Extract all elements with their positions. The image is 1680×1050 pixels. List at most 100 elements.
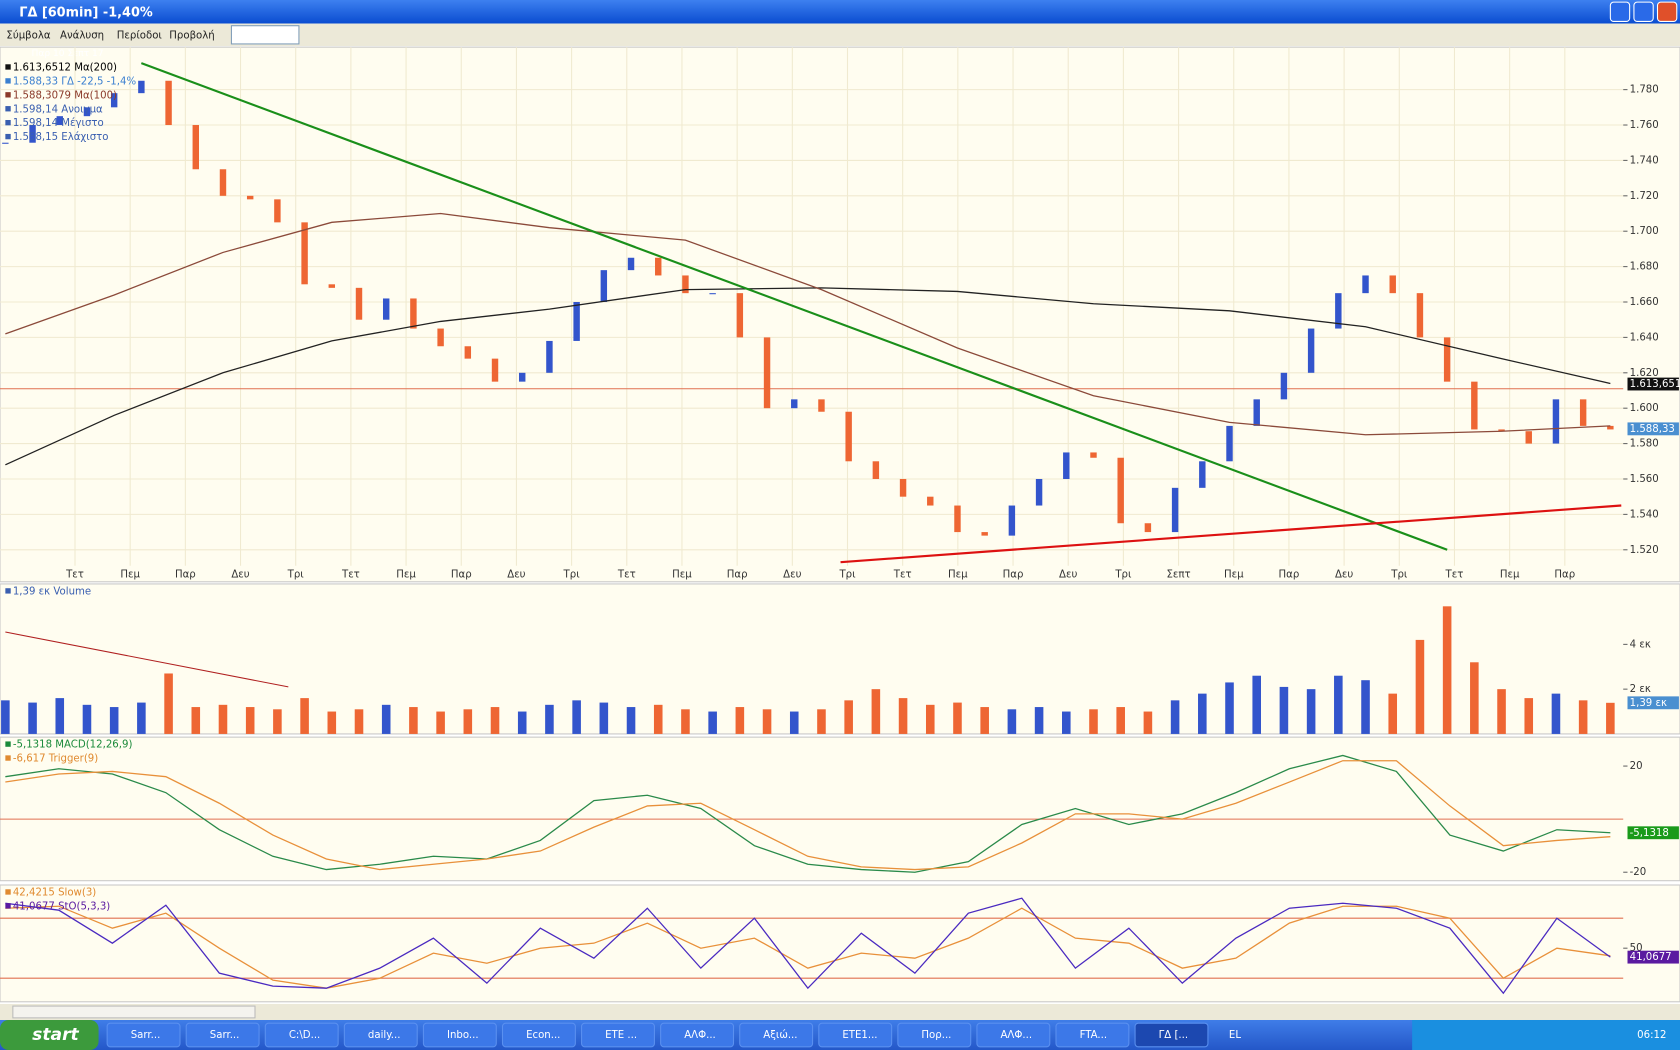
candle	[1525, 431, 1532, 444]
candle	[1389, 275, 1396, 294]
menu-item[interactable]: Σύμβολα	[6, 29, 50, 41]
task-label[interactable]: ETE1...	[842, 1030, 877, 1041]
value-tag	[1627, 422, 1679, 436]
start-button[interactable]	[0, 1020, 99, 1050]
y-tick-label: 1.620	[1630, 368, 1659, 379]
value-tag-label: -5,1318	[1630, 828, 1669, 839]
volume-bar	[354, 709, 364, 734]
task-button[interactable]	[343, 1022, 418, 1048]
task-label[interactable]: ΑΛΦ...	[684, 1030, 716, 1041]
candle	[1443, 337, 1451, 382]
value-tag-label: 1.613,651	[1630, 379, 1680, 390]
x-tick-label: Παρ	[451, 569, 472, 580]
x-tick-label: Τρι	[838, 569, 856, 580]
candle	[1199, 461, 1206, 488]
x-tick-label: Δευ	[231, 569, 249, 580]
start-label[interactable]: start	[32, 1025, 79, 1045]
task-button[interactable]	[660, 1022, 735, 1048]
task-button[interactable]	[1134, 1022, 1209, 1048]
maximize-button[interactable]	[1633, 1, 1654, 22]
x-tick-label: Πεμ	[120, 569, 140, 580]
value-tag	[1627, 950, 1679, 964]
volume-bar	[762, 709, 772, 734]
candle	[845, 411, 852, 462]
x-tick-label: Παρ	[175, 569, 196, 580]
menu-item[interactable]: Προβολή	[169, 29, 214, 41]
task-label[interactable]: Πορ...	[921, 1030, 951, 1041]
candle	[736, 293, 744, 338]
candle	[1063, 452, 1070, 479]
candle	[682, 275, 689, 294]
candle	[1335, 293, 1342, 329]
scrollbar[interactable]	[0, 1003, 1680, 1020]
legend-swatch	[5, 889, 11, 895]
volume-bar	[1062, 711, 1071, 734]
menu-item[interactable]: Περίοδοι	[117, 29, 163, 41]
task-label[interactable]: Inbo...	[447, 1030, 479, 1041]
task-button[interactable]	[818, 1022, 893, 1048]
legend-swatch	[5, 588, 11, 594]
menu-item[interactable]: Ανάλυση	[60, 29, 104, 41]
task-label[interactable]: ΑΛΦ...	[1000, 1030, 1032, 1041]
task-button[interactable]	[264, 1022, 339, 1048]
task-label[interactable]: Econ...	[526, 1030, 560, 1041]
x-tick-label: Πεμ	[1500, 569, 1520, 580]
symbol-input[interactable]	[230, 25, 300, 45]
minimize-button[interactable]	[1609, 1, 1631, 22]
volume-bar	[1116, 707, 1125, 734]
candle	[1552, 399, 1560, 444]
title-bar	[0, 0, 1680, 24]
task-button[interactable]	[501, 1022, 576, 1048]
volume-bar	[980, 707, 989, 734]
volume-bar	[463, 709, 473, 734]
y-tick-label: 1.600	[1630, 403, 1659, 414]
task-button[interactable]	[581, 1022, 655, 1048]
task-button[interactable]	[1055, 1022, 1130, 1048]
x-tick-label: Τετ	[617, 569, 636, 580]
legend-swatch	[5, 106, 11, 112]
volume-bar	[1252, 675, 1261, 734]
task-label[interactable]: daily...	[368, 1030, 401, 1041]
task-label[interactable]: Sarr...	[210, 1030, 240, 1041]
task-label[interactable]: Sarr...	[131, 1030, 161, 1041]
task-button[interactable]	[976, 1022, 1051, 1048]
candle	[274, 199, 281, 223]
candle	[1008, 505, 1016, 536]
task-label[interactable]: Αξιώ...	[763, 1029, 797, 1041]
candle	[29, 125, 36, 143]
candle	[927, 496, 934, 506]
close-button[interactable]	[1656, 1, 1678, 22]
candle	[83, 107, 91, 117]
volume-bar	[164, 673, 173, 734]
value-tag	[1627, 696, 1679, 710]
x-tick-label: Παρ	[1279, 569, 1300, 580]
task-button[interactable]	[739, 1022, 814, 1048]
scroll-thumb[interactable]	[12, 1005, 256, 1019]
candle	[954, 505, 961, 533]
volume-bar	[436, 711, 445, 734]
volume-bar	[28, 702, 37, 734]
candle	[763, 337, 771, 409]
task-label[interactable]: ΓΔ [...	[1159, 1030, 1188, 1041]
candle	[1471, 381, 1478, 430]
task-button[interactable]	[422, 1022, 497, 1048]
task-button[interactable]	[185, 1022, 260, 1048]
panel-background	[0, 884, 1680, 1003]
task-label[interactable]: C:\D...	[289, 1030, 320, 1041]
task-button[interactable]	[897, 1022, 972, 1048]
x-tick-label: Πεμ	[948, 569, 968, 580]
volume-bar	[191, 707, 201, 734]
task-button[interactable]	[106, 1022, 181, 1048]
task-label[interactable]: FTA...	[1080, 1030, 1108, 1041]
candle	[1607, 425, 1614, 430]
candle	[573, 302, 580, 341]
date-text: Παρ 10 Σεπτ 17	[31, 49, 103, 59]
x-tick-label: Τρι	[1114, 569, 1132, 580]
x-tick-label: Τρι	[563, 569, 581, 580]
volume-bar	[409, 707, 418, 734]
task-label[interactable]: ETE ...	[605, 1030, 637, 1041]
system-tray	[1412, 1020, 1680, 1050]
language[interactable]: EL	[1229, 1030, 1241, 1041]
series-line	[5, 760, 1611, 871]
x-tick-label: Δευ	[1059, 569, 1077, 580]
